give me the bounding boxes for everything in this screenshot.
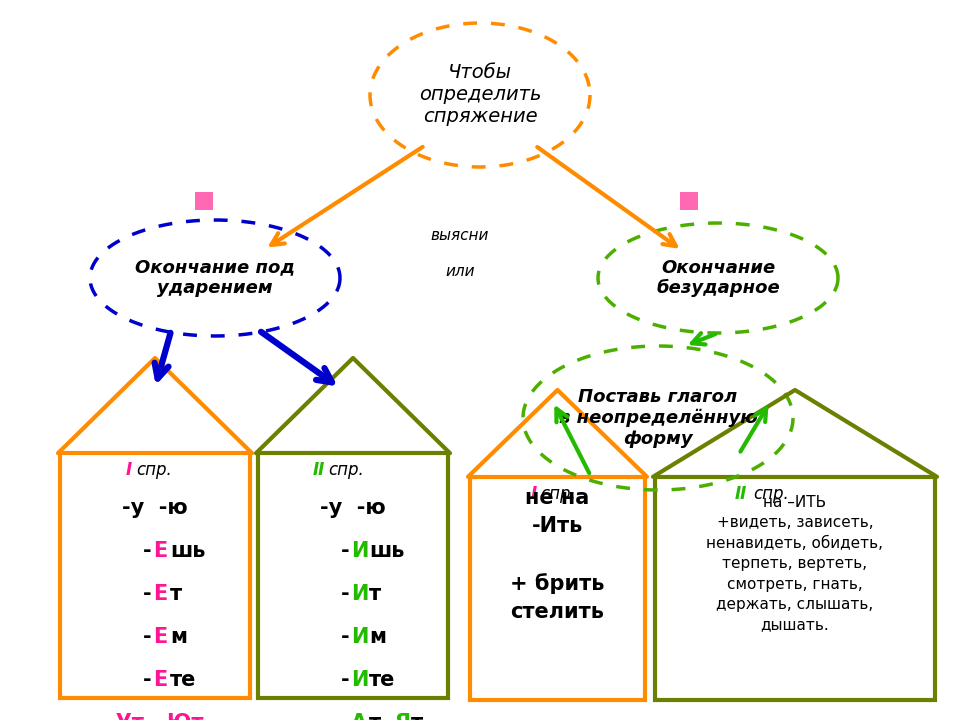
Text: Поставь глагол
в неопределённую
форму: Поставь глагол в неопределённую форму [559, 388, 757, 448]
Bar [470, 477, 645, 700]
Text: -: - [384, 714, 393, 720]
Text: спр.: спр. [328, 462, 364, 480]
Text: выясни: выясни [431, 228, 490, 243]
Text: Е: Е [153, 541, 167, 561]
Text: спр.: спр. [136, 462, 172, 480]
Text: -у  -ю: -у -ю [321, 498, 386, 518]
Text: И: И [351, 670, 369, 690]
Text: -у  -ю: -у -ю [122, 498, 188, 518]
Text: -: - [342, 541, 350, 561]
Text: или: или [445, 264, 475, 279]
Text: на –ИТЬ
+видеть, зависеть,
ненавидеть, обидеть,
терпеть, вертеть,
смотреть, гнат: на –ИТЬ +видеть, зависеть, ненавидеть, о… [707, 495, 883, 632]
Text: -: - [143, 627, 152, 647]
Text: И: И [351, 584, 369, 604]
Text: не на
-Ить

+ брить
стелить: не на -Ить + брить стелить [511, 488, 605, 621]
Bar [195, 192, 213, 210]
Bar [258, 453, 448, 698]
Text: И: И [351, 627, 369, 647]
Text: Окончание
безударное: Окончание безударное [656, 258, 780, 297]
Text: -: - [143, 584, 152, 604]
Text: И: И [351, 541, 369, 561]
Text: I: I [530, 485, 537, 503]
Text: Я: Я [395, 714, 411, 720]
Text: спр.: спр. [540, 485, 576, 503]
Text: Чтобы
определить
спряжение: Чтобы определить спряжение [419, 63, 541, 127]
Text: Е: Е [153, 584, 167, 604]
Text: II: II [312, 462, 324, 480]
Text: м: м [170, 627, 187, 647]
Text: спр.: спр. [753, 485, 789, 503]
Text: шь: шь [170, 541, 205, 561]
Text: -: - [143, 541, 152, 561]
Text: Окончание под
ударением: Окончание под ударением [135, 258, 295, 297]
Text: те: те [369, 670, 396, 690]
Text: т: т [369, 584, 381, 604]
Bar [680, 192, 698, 210]
Bar [60, 453, 250, 698]
Text: м: м [369, 627, 386, 647]
Text: -: - [342, 627, 350, 647]
Text: т: т [369, 714, 381, 720]
Text: Е: Е [153, 627, 167, 647]
Text: шь: шь [369, 541, 404, 561]
Text: А: А [351, 714, 367, 720]
Text: II: II [735, 485, 748, 503]
Text: -Ут  -Ют: -Ут -Ют [107, 714, 204, 720]
Text: те: те [170, 670, 197, 690]
Text: -: - [342, 670, 350, 690]
Text: т: т [411, 714, 423, 720]
Text: Е: Е [153, 670, 167, 690]
Text: -: - [143, 670, 152, 690]
Bar [655, 477, 935, 700]
Text: -: - [342, 584, 350, 604]
Text: -: - [342, 714, 350, 720]
Text: т: т [170, 584, 182, 604]
Text: I: I [126, 462, 132, 480]
